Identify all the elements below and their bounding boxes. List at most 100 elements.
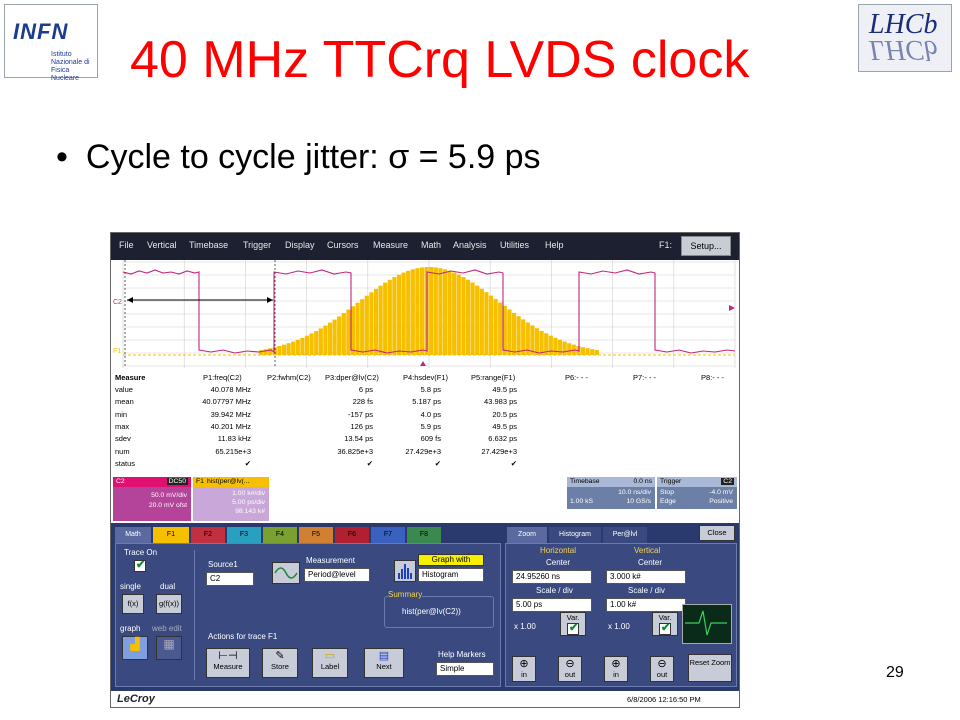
next-action-button[interactable]: ▤ Next [364,648,404,678]
f1-counts-per-div: 1.00 k#/div [232,490,265,497]
menu-file[interactable]: File [119,240,134,250]
tab-zoom[interactable]: Zoom [507,527,547,543]
timebase-sample-rate: 10 GS/s [626,498,651,505]
graph-mode-button[interactable]: ▟ [122,636,148,660]
zoom-out-icon: ⊖ [657,658,667,670]
measure-action-button[interactable]: ⊢⊣ Measure [206,648,250,678]
trace-on-checkbox[interactable]: ✔ [134,559,146,572]
f1-descriptor[interactable]: F1 hist(per@lv(... 1.00 k#/div 5.00 ps/d… [193,477,269,521]
measurement-icon[interactable] [272,562,300,584]
h-center-field[interactable]: 24.95260 ns [512,570,592,584]
setup-button[interactable]: Setup... [681,236,731,256]
menu-trigger[interactable]: Trigger [243,240,272,250]
measure-col-p5[interactable]: P5:range(F1) [471,373,516,382]
measure-col-p6[interactable]: P6:- - - [565,373,588,382]
v-var-label: Var. [658,613,672,622]
c2-volts-per-div: 50.0 mV/div [151,492,187,499]
store-action-button[interactable]: ✎ Store [262,648,298,678]
measure-cell: 39.942 MHz [210,409,251,419]
v-center-field[interactable]: 3.000 k# [606,570,686,584]
measure-cell: 5.187 ps [412,397,441,407]
menu-cursors[interactable]: Cursors [327,240,359,250]
tab-math[interactable]: Math [115,527,151,543]
measure-col-p2[interactable]: P2:fwhm(C2) [267,373,311,382]
zoom-panel: Horizontal Vertical Center Center 24.952… [505,543,737,687]
reset-zoom-button[interactable]: Reset Zoom [688,654,732,682]
tab-f3[interactable]: F3 [227,527,261,543]
timebase-descriptor[interactable]: Timebase 0.0 ns 10.0 ns/div 1.00 kS 10 G… [567,477,655,509]
histogram-bar [438,268,443,355]
timebase-time-per-div: 10.0 ns/div [618,489,651,496]
histogram-bar [539,330,544,355]
tab-histogram[interactable]: Histogram [549,527,601,543]
measure-header: Measure [115,373,146,382]
menu-analysis[interactable]: Analysis [453,240,487,250]
menu-utilities[interactable]: Utilities [500,240,530,250]
help-markers-field[interactable]: Simple [436,662,494,676]
measure-cell: ✔ [366,458,373,468]
h-scale-field[interactable]: 5.00 ps [512,598,592,612]
graph-with-field[interactable]: Histogram [418,568,484,582]
c2-descriptor-name: C2 [116,478,125,485]
label-action-button[interactable]: ▭ Label [312,648,348,678]
tab-f2[interactable]: F2 [191,527,225,543]
tab-f1[interactable]: F1 [153,527,189,543]
tab-f6[interactable]: F6 [335,527,369,543]
f1-time-per-div: 5.00 ps/div [232,499,265,506]
histogram-bar [286,343,291,355]
summary-value: hist(per@lv(C2)) [402,607,461,616]
menu-help[interactable]: Help [545,240,564,250]
measure-col-p3[interactable]: P3:dper@lv(C2) [325,373,379,382]
h-variable-toggle[interactable]: Var. ✔ [560,612,586,636]
h-zoom-in-button[interactable]: ⊕ in [512,656,536,682]
histogram-bar [530,325,535,355]
tab-f5[interactable]: F5 [299,527,333,543]
c2-descriptor[interactable]: C2 DC50 50.0 mV/div 20.0 mV ofst [113,477,191,521]
v-scale-label: Scale / div [628,586,665,595]
v-zoom-in-button[interactable]: ⊕ in [604,656,628,682]
period-arrow-head-left [127,297,133,303]
close-button[interactable]: Close [699,525,735,541]
tab-f4[interactable]: F4 [263,527,297,543]
measure-cell: 228 fs [352,397,373,407]
menu-measure[interactable]: Measure [373,240,409,250]
waveform-display[interactable]: C2 F1 [111,260,739,368]
histogram-bar [373,288,379,355]
menu-display[interactable]: Display [285,240,315,250]
menu-vertical[interactable]: Vertical [147,240,177,250]
trigger-type: Edge [660,498,676,505]
histogram-bar [470,282,475,355]
measure-row-label: status [115,458,136,468]
v-scale-field[interactable]: 1.00 k# [606,598,686,612]
histogram-icon[interactable] [394,560,416,582]
v-variable-toggle[interactable]: Var. ✔ [652,612,678,636]
single-function-button[interactable]: f(x) [122,594,144,614]
trigger-source-badge: C2 [721,478,734,485]
measure-cell: 609 fs [420,434,441,444]
v-var-checkbox[interactable]: ✔ [659,622,671,635]
measure-col-p7[interactable]: P7:- - - [633,373,656,382]
menu-timebase[interactable]: Timebase [189,240,229,250]
measure-col-p1[interactable]: P1:freq(C2) [203,373,242,382]
source1-field[interactable]: C2 [206,572,254,586]
timebase-delay: 0.0 ns [633,478,652,485]
v-zoom-out-button[interactable]: ⊖ out [650,656,674,682]
lhcb-logo-text: LHCb [869,9,938,40]
h-var-checkbox[interactable]: ✔ [567,622,579,635]
v-zoom-out-label: out [656,670,668,679]
h-zoom-out-button[interactable]: ⊖ out [558,656,582,682]
histogram-bar [346,309,351,355]
trigger-descriptor[interactable]: Trigger C2 Stop -4.0 mV Edge Positive [657,477,737,509]
tab-f8[interactable]: F8 [407,527,441,543]
measure-col-p8[interactable]: P8:- - - [701,373,724,382]
tab-per-at-level[interactable]: Per@lvl [603,527,647,543]
measure-cell: 49.5 ps [492,385,517,394]
measure-col-p4[interactable]: P4:hsdev(F1) [403,373,449,382]
dual-function-button[interactable]: g(f(x)) [156,594,182,614]
web-edit-button[interactable]: ▦ [156,636,182,660]
measure-cell: 43.983 ps [484,397,517,407]
measurement-field[interactable]: Period@level [304,568,370,582]
tab-f7[interactable]: F7 [371,527,405,543]
menu-math[interactable]: Math [421,240,442,250]
zoom-in-icon: ⊕ [611,658,621,670]
